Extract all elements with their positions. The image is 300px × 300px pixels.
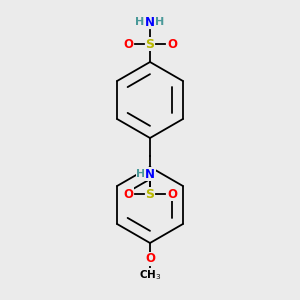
Text: S: S xyxy=(146,188,154,200)
Text: O: O xyxy=(167,188,177,200)
Text: S: S xyxy=(146,38,154,50)
Text: H: H xyxy=(136,169,146,179)
Text: N: N xyxy=(145,16,155,28)
Text: N: N xyxy=(145,167,155,181)
Text: O: O xyxy=(145,253,155,266)
Text: O: O xyxy=(123,188,133,200)
Text: H: H xyxy=(155,17,165,27)
Text: H: H xyxy=(135,17,145,27)
Text: CH$_3$: CH$_3$ xyxy=(139,268,161,282)
Text: O: O xyxy=(123,38,133,50)
Text: O: O xyxy=(167,38,177,50)
